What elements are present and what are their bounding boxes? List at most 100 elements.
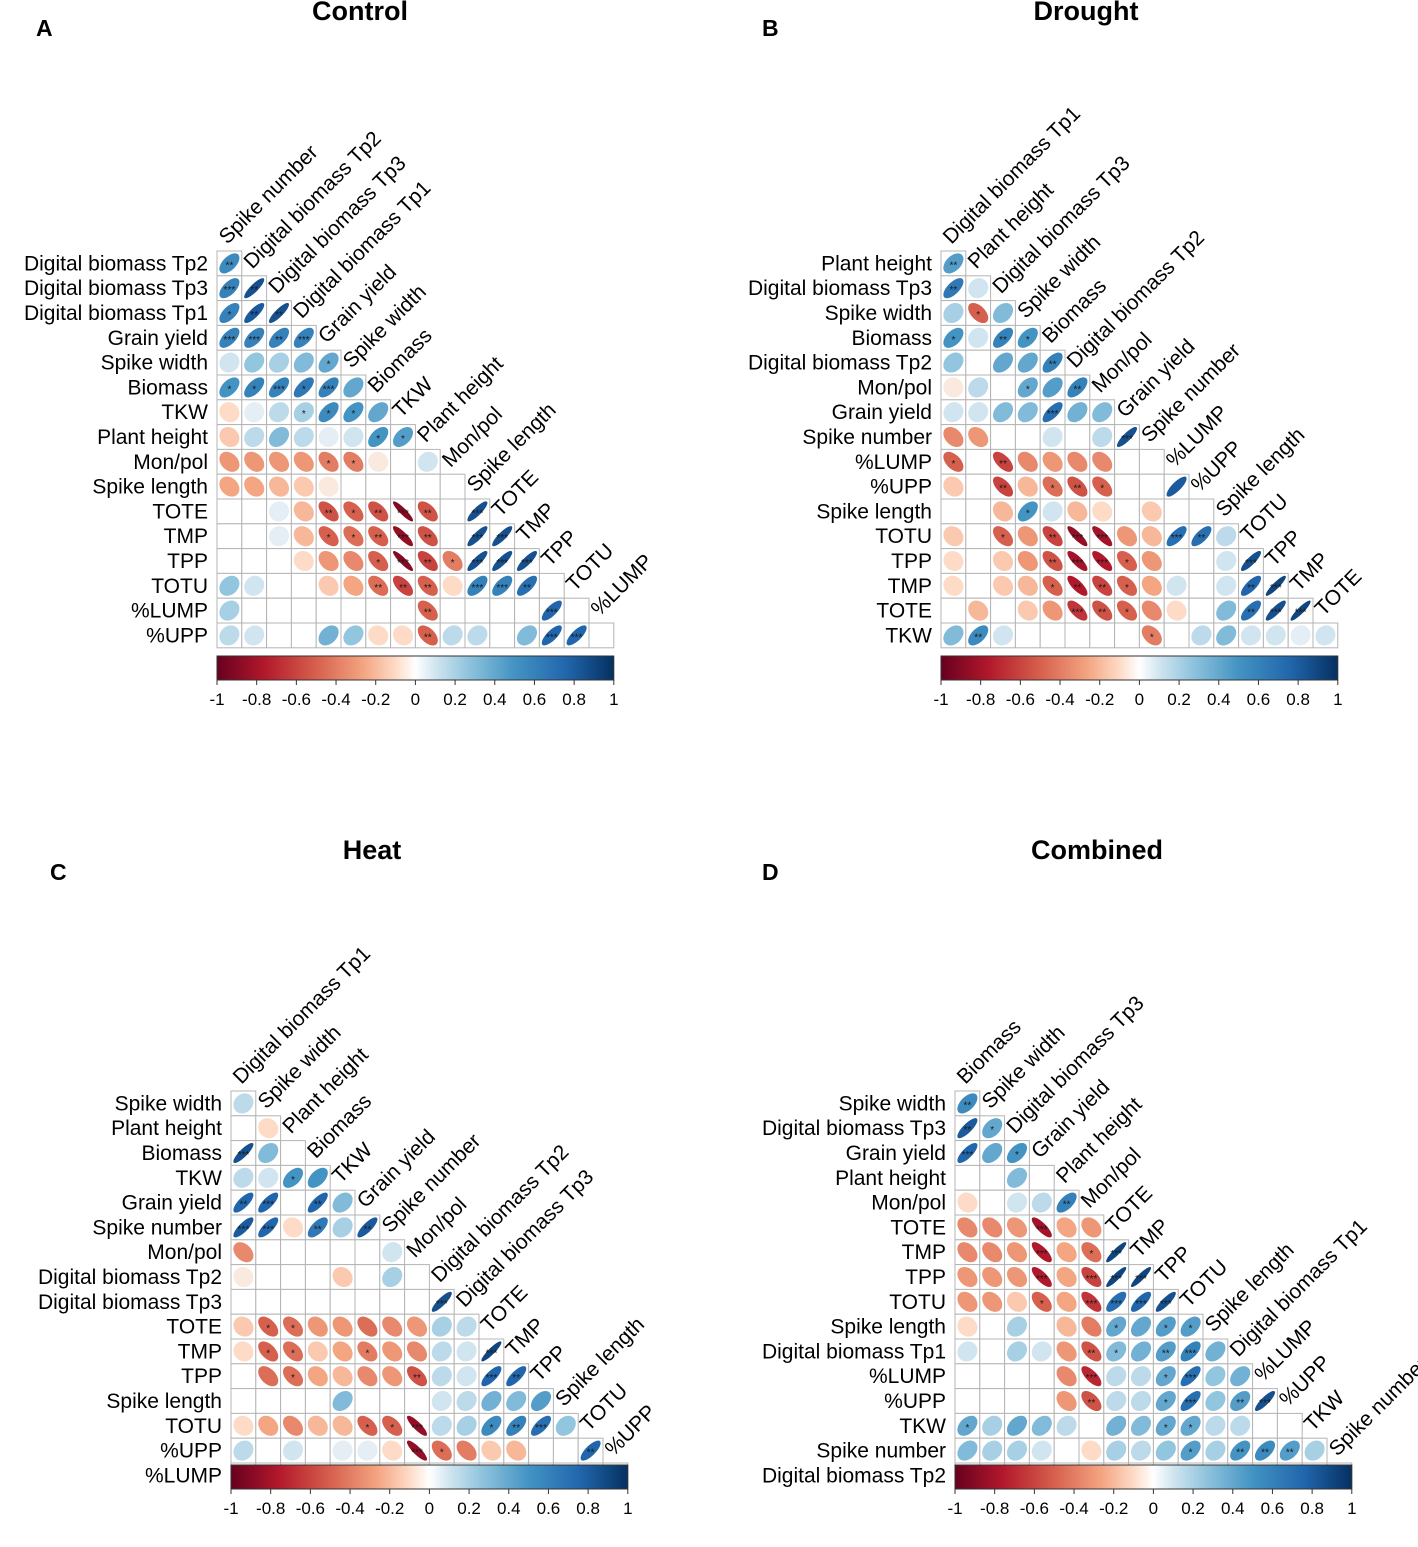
row-label: TKW xyxy=(175,1167,222,1190)
correlation-ellipse xyxy=(992,402,1014,423)
correlation-ellipse xyxy=(1166,575,1187,596)
correlation-ellipse xyxy=(1056,1242,1077,1263)
row-label: %LUMP xyxy=(869,1365,946,1388)
correlation-ellipse xyxy=(318,426,339,448)
cell-frame xyxy=(940,597,967,624)
correlation-ellipse xyxy=(1006,1341,1028,1362)
row-label: Grain yield xyxy=(846,1142,946,1165)
correlation-ellipse xyxy=(219,253,240,274)
cell-frame xyxy=(230,1363,257,1390)
cell-frame xyxy=(390,448,416,475)
correlation-ellipse xyxy=(1155,1291,1176,1312)
cell-frame xyxy=(280,1189,306,1216)
row-label: TPP xyxy=(167,550,208,573)
cell-frame xyxy=(965,448,992,475)
cell-frame xyxy=(979,1338,1006,1365)
cell-frame xyxy=(1163,498,1190,525)
correlation-ellipse xyxy=(516,550,538,572)
correlation-ellipse xyxy=(1056,1415,1077,1436)
correlation-ellipse xyxy=(442,575,463,596)
significance-label: *** xyxy=(1171,533,1183,544)
cell-frame xyxy=(1114,473,1140,500)
row-label: Grain yield xyxy=(122,1192,222,1215)
correlation-ellipse xyxy=(1092,600,1113,621)
cell-frame xyxy=(304,1264,331,1290)
significance-label: * xyxy=(951,459,955,470)
significance-label: *** xyxy=(397,533,409,544)
correlation-ellipse xyxy=(1315,625,1336,646)
colorbar-tick-label: -0.6 xyxy=(296,1499,325,1518)
correlation-ellipse xyxy=(282,1440,304,1461)
correlation-ellipse xyxy=(431,1390,452,1412)
correlation-ellipse xyxy=(1067,575,1088,596)
cell-frame xyxy=(1138,473,1165,500)
cell-frame xyxy=(354,1288,381,1315)
correlation-ellipse xyxy=(1106,1316,1127,1337)
cell-frame xyxy=(216,548,243,574)
correlation-ellipse xyxy=(968,377,989,398)
correlation-ellipse xyxy=(1042,451,1063,472)
correlation-ellipse xyxy=(1106,1440,1127,1461)
correlation-ellipse xyxy=(1017,377,1038,398)
significance-label: ** xyxy=(314,1224,322,1235)
correlation-ellipse xyxy=(1265,600,1286,621)
correlation-ellipse xyxy=(1017,526,1038,547)
correlation-ellipse xyxy=(1216,575,1237,596)
cell-frame xyxy=(340,473,367,500)
correlation-ellipse xyxy=(417,550,438,572)
correlation-ellipse xyxy=(1106,1415,1127,1436)
correlation-ellipse xyxy=(1006,1142,1028,1164)
row-label: Grain yield xyxy=(108,327,208,350)
cell-frame xyxy=(1188,548,1215,574)
correlation-ellipse xyxy=(1031,1192,1052,1213)
significance-label: ** xyxy=(424,632,432,643)
significance-label: ** xyxy=(999,335,1007,346)
significance-label: *** xyxy=(1270,583,1282,594)
correlation-ellipse xyxy=(982,1217,1003,1238)
significance-label: ** xyxy=(399,583,407,594)
correlation-ellipse xyxy=(943,302,964,324)
correlation-ellipse xyxy=(1031,1266,1052,1288)
correlation-ellipse xyxy=(368,426,389,448)
significance-label: * xyxy=(351,409,355,420)
cell-frame xyxy=(965,548,992,574)
significance-label: ** xyxy=(374,533,382,544)
correlation-ellipse xyxy=(244,625,265,646)
row-label: Spike width xyxy=(825,302,932,325)
cell-frame xyxy=(290,622,317,649)
correlation-ellipse xyxy=(1254,1390,1276,1412)
correlation-ellipse xyxy=(219,451,240,472)
significance-label: *** xyxy=(1259,1398,1271,1409)
correlation-ellipse xyxy=(307,1192,328,1213)
significance-label: *** xyxy=(535,1423,547,1434)
colorbar-tick-label: 0.2 xyxy=(443,690,467,709)
row-label: TKW xyxy=(899,1415,946,1438)
colorbar-tick-label: -0.2 xyxy=(1085,690,1114,709)
cell-frame xyxy=(979,1164,1006,1191)
cell-frame xyxy=(404,1264,430,1290)
cell-frame xyxy=(290,572,317,599)
cell-frame xyxy=(1188,498,1215,525)
significance-label: ** xyxy=(374,508,382,519)
significance-label: ** xyxy=(587,1448,595,1459)
colorbar-tick-label: 0 xyxy=(411,690,420,709)
row-label: Plant height xyxy=(111,1117,222,1140)
cell-frame xyxy=(230,1115,257,1142)
correlation-ellipse xyxy=(219,476,240,497)
cell-frame xyxy=(979,1189,1006,1216)
significance-label: *** xyxy=(323,384,335,395)
correlation-ellipse xyxy=(1130,1316,1152,1337)
significance-label: *** xyxy=(472,583,484,594)
correlation-ellipse xyxy=(1254,1440,1276,1461)
row-label: Digital biomass Tp3 xyxy=(24,277,208,300)
correlation-ellipse xyxy=(343,575,364,596)
correlation-ellipse xyxy=(481,1341,502,1362)
correlation-ellipse xyxy=(1180,1415,1201,1436)
correlation-ellipse xyxy=(417,501,438,522)
correlation-ellipse xyxy=(293,451,314,472)
colorbar-tick-label: -0.6 xyxy=(282,690,311,709)
correlation-ellipse xyxy=(1092,575,1113,596)
cell-frame xyxy=(990,374,1016,401)
correlation-ellipse xyxy=(1092,550,1113,572)
correlation-ellipse xyxy=(1155,1316,1176,1337)
